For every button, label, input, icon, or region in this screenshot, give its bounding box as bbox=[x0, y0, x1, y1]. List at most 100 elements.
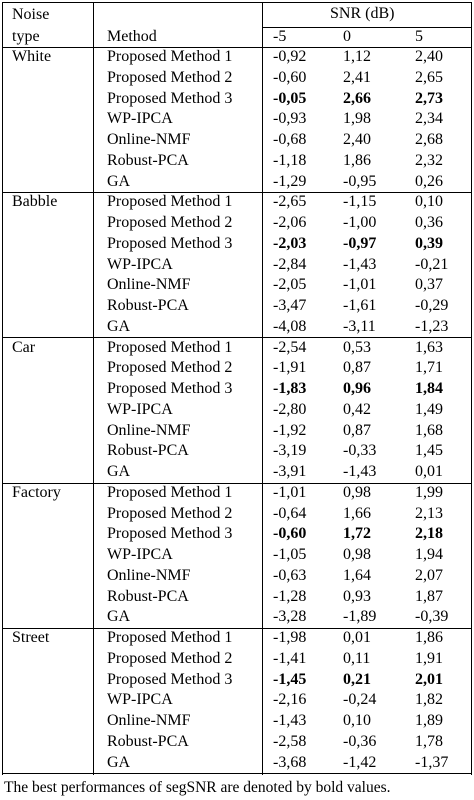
snr-value: 2,32 bbox=[415, 151, 443, 169]
method-name: Proposed Method 1 bbox=[107, 193, 233, 211]
snr-value: -3,91 bbox=[273, 463, 307, 481]
snr-value: 1,12 bbox=[343, 48, 371, 65]
snr-value: -0,60 bbox=[273, 525, 307, 543]
snr-value: -2,06 bbox=[273, 214, 307, 232]
snr-value: 0,36 bbox=[415, 214, 443, 232]
snr-value: -2,03 bbox=[273, 234, 307, 252]
snr-value: -2,58 bbox=[273, 732, 307, 750]
snr-value: -1,43 bbox=[343, 463, 377, 481]
snr-value: 0,96 bbox=[343, 380, 371, 398]
snr-value: 0,39 bbox=[415, 234, 443, 252]
snr-value: 2,73 bbox=[415, 89, 443, 107]
snr-value: -1,23 bbox=[415, 317, 449, 335]
snr-value: -1,37 bbox=[415, 753, 449, 771]
snr-value: 0,11 bbox=[343, 649, 371, 667]
rule bbox=[2, 192, 472, 193]
snr-value: -0,05 bbox=[273, 89, 307, 107]
snr-value: -1,92 bbox=[273, 421, 307, 439]
method-name: Proposed Method 3 bbox=[107, 525, 233, 543]
snr-value: -1,83 bbox=[273, 380, 307, 398]
snr-value: 0,21 bbox=[343, 670, 371, 688]
snr-value: -3,68 bbox=[273, 753, 307, 771]
method-name: Proposed Method 3 bbox=[107, 670, 233, 688]
snr-value: 0,42 bbox=[343, 400, 371, 418]
snr-value: 1,94 bbox=[415, 546, 443, 564]
snr-value: -1,98 bbox=[273, 629, 307, 647]
snr-value: 0,87 bbox=[343, 359, 371, 377]
snr-value: 1,49 bbox=[415, 400, 443, 418]
method-name: Proposed Method 2 bbox=[107, 214, 233, 232]
method-name: GA bbox=[107, 172, 131, 190]
snr-value: 1,87 bbox=[415, 587, 443, 605]
method-name: Proposed Method 2 bbox=[107, 359, 233, 377]
snr-value: -0,63 bbox=[273, 566, 307, 584]
snr-value: 2,34 bbox=[415, 110, 443, 128]
snr-value: 1,63 bbox=[415, 338, 443, 356]
snr-value: -1,05 bbox=[273, 546, 307, 564]
snr-value: -1,28 bbox=[273, 587, 307, 605]
method-name: Robust-PCA bbox=[107, 151, 189, 169]
method-name: Online-NMF bbox=[107, 421, 191, 439]
method-header: Method bbox=[107, 28, 157, 45]
footnote: The best performances of segSNR are deno… bbox=[4, 779, 391, 796]
snr-value: -1,01 bbox=[343, 276, 377, 294]
rule bbox=[2, 47, 472, 48]
method-name: GA bbox=[107, 753, 131, 771]
noise-type: Babble bbox=[12, 193, 58, 211]
method-name: Online-NMF bbox=[107, 566, 191, 584]
snr-value: -0,60 bbox=[273, 68, 307, 86]
snr-value: 0,37 bbox=[415, 276, 443, 294]
snr-value: 1,99 bbox=[415, 483, 443, 501]
noise-type: Street bbox=[12, 629, 50, 647]
snr-value: -3,28 bbox=[273, 608, 307, 626]
rule bbox=[2, 2, 472, 3]
snr-value: -0,95 bbox=[343, 172, 377, 190]
snr-value: -1,45 bbox=[273, 670, 307, 688]
method-name: Robust-PCA bbox=[107, 732, 189, 750]
snr-value: 1,66 bbox=[343, 504, 371, 522]
snr-value: -1,18 bbox=[273, 151, 307, 169]
snr-value: -0,68 bbox=[273, 131, 307, 148]
snr-value: 2,07 bbox=[415, 566, 443, 584]
snr-value: -3,47 bbox=[273, 297, 307, 315]
snr-value: 1,89 bbox=[415, 712, 443, 730]
snr-value: 2,41 bbox=[343, 68, 371, 86]
snr-value: 2,40 bbox=[343, 131, 371, 148]
snr-value: 0,26 bbox=[415, 172, 443, 190]
snr-value: 0,01 bbox=[343, 629, 371, 647]
snr-level-header: -5 bbox=[273, 28, 287, 45]
rule bbox=[2, 773, 472, 774]
snr-value: -1,43 bbox=[273, 712, 307, 730]
rule bbox=[2, 483, 472, 484]
snr-value: 1,98 bbox=[343, 110, 371, 128]
snr-value: -4,08 bbox=[273, 317, 307, 335]
method-name: Proposed Method 2 bbox=[107, 504, 233, 522]
snr-value: 1,64 bbox=[343, 566, 371, 584]
method-name: GA bbox=[107, 608, 131, 626]
snr-value: 0,93 bbox=[343, 587, 371, 605]
snr-value: -0,92 bbox=[273, 48, 307, 65]
snr-value: -1,00 bbox=[343, 214, 377, 232]
noise-type: Factory bbox=[12, 483, 61, 501]
snr-value: 1,72 bbox=[343, 525, 371, 543]
method-name: Proposed Method 1 bbox=[107, 338, 233, 356]
method-name: Proposed Method 3 bbox=[107, 380, 233, 398]
snr-value: -0,29 bbox=[415, 297, 449, 315]
snr-value: -1,91 bbox=[273, 359, 307, 377]
snr-value: 1,71 bbox=[415, 359, 443, 377]
snr-value: -3,19 bbox=[273, 442, 307, 460]
snr-value: -1,89 bbox=[343, 608, 377, 626]
snr-header: SNR (dB) bbox=[330, 5, 395, 22]
snr-value: -0,39 bbox=[415, 608, 449, 626]
snr-value: -1,15 bbox=[343, 193, 377, 211]
method-name: Online-NMF bbox=[107, 712, 191, 730]
noise-type-header: Noise type bbox=[12, 6, 50, 45]
method-name: Proposed Method 1 bbox=[107, 629, 233, 647]
snr-level-header: 5 bbox=[415, 28, 423, 45]
snr-value: 1,78 bbox=[415, 732, 443, 750]
method-name: Proposed Method 1 bbox=[107, 48, 233, 65]
snr-value: 0,10 bbox=[343, 712, 371, 730]
snr-value: 0,10 bbox=[415, 193, 443, 211]
snr-value: 1,84 bbox=[415, 380, 443, 398]
